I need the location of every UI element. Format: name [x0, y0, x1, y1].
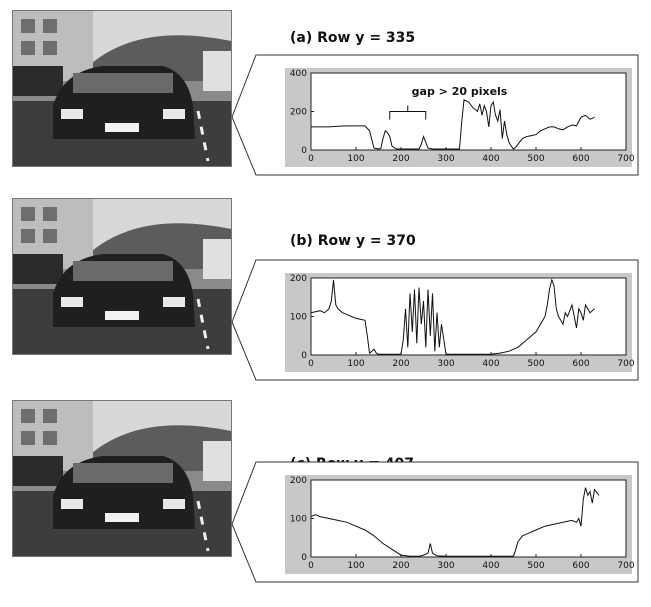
chart-row-370: 0 100 200 300 400 500 600 700 0 100 200 [231, 259, 639, 381]
y-tick-label: 0 [301, 553, 307, 563]
y-tick-label: 200 [290, 108, 307, 118]
x-tick-label: 0 [308, 154, 314, 164]
x-tick-label: 500 [527, 359, 544, 369]
x-tick-label: 0 [308, 561, 314, 571]
x-tick-label: 700 [617, 561, 634, 571]
x-tick-label: 400 [482, 561, 499, 571]
x-tick-label: 700 [617, 154, 634, 164]
y-tick-label: 200 [290, 274, 307, 284]
x-tick-label: 700 [617, 359, 634, 369]
x-tick-label: 500 [527, 154, 544, 164]
gap-annotation: gap > 20 pixels [412, 85, 508, 98]
x-tick-label: 300 [437, 561, 454, 571]
y-tick-label: 0 [301, 351, 307, 361]
x-tick-label: 300 [437, 154, 454, 164]
x-tick-label: 600 [572, 561, 589, 571]
plot-area [310, 277, 627, 356]
street-photo-b [12, 198, 232, 355]
x-tick-label: 300 [437, 359, 454, 369]
x-tick-label: 200 [392, 561, 409, 571]
x-tick-label: 100 [347, 561, 364, 571]
x-tick-label: 200 [392, 154, 409, 164]
chart-row-407: 0 100 200 300 400 500 600 700 0 100 200 [231, 461, 639, 583]
y-tick-label: 100 [290, 313, 307, 323]
pixel-intensity-line [311, 99, 595, 150]
gap-bracket [389, 105, 427, 120]
panel-b-title: (b) Row y = 370 [290, 233, 416, 249]
chart-row-335: 0 100 200 300 400 500 600 700 0 200 400 gap > 20 pi… [231, 54, 639, 176]
street-photo-a [12, 10, 232, 167]
x-tick-label: 400 [482, 359, 499, 369]
street-photo-c [12, 400, 232, 557]
y-tick-label: 0 [301, 146, 307, 156]
x-tick-label: 100 [347, 154, 364, 164]
plot-area [310, 72, 627, 151]
y-tick-label: 200 [290, 476, 307, 486]
x-tick-label: 100 [347, 359, 364, 369]
panel-a-title: (a) Row y = 335 [290, 30, 416, 46]
y-tick-label: 400 [290, 69, 307, 79]
x-tick-label: 0 [308, 359, 314, 369]
x-tick-label: 500 [527, 561, 544, 571]
x-tick-label: 400 [482, 154, 499, 164]
x-tick-label: 200 [392, 359, 409, 369]
pixel-intensity-line [310, 278, 595, 355]
y-tick-label: 100 [290, 515, 307, 525]
pixel-intensity-line [310, 487, 600, 557]
x-tick-label: 600 [572, 154, 589, 164]
x-tick-label: 600 [572, 359, 589, 369]
